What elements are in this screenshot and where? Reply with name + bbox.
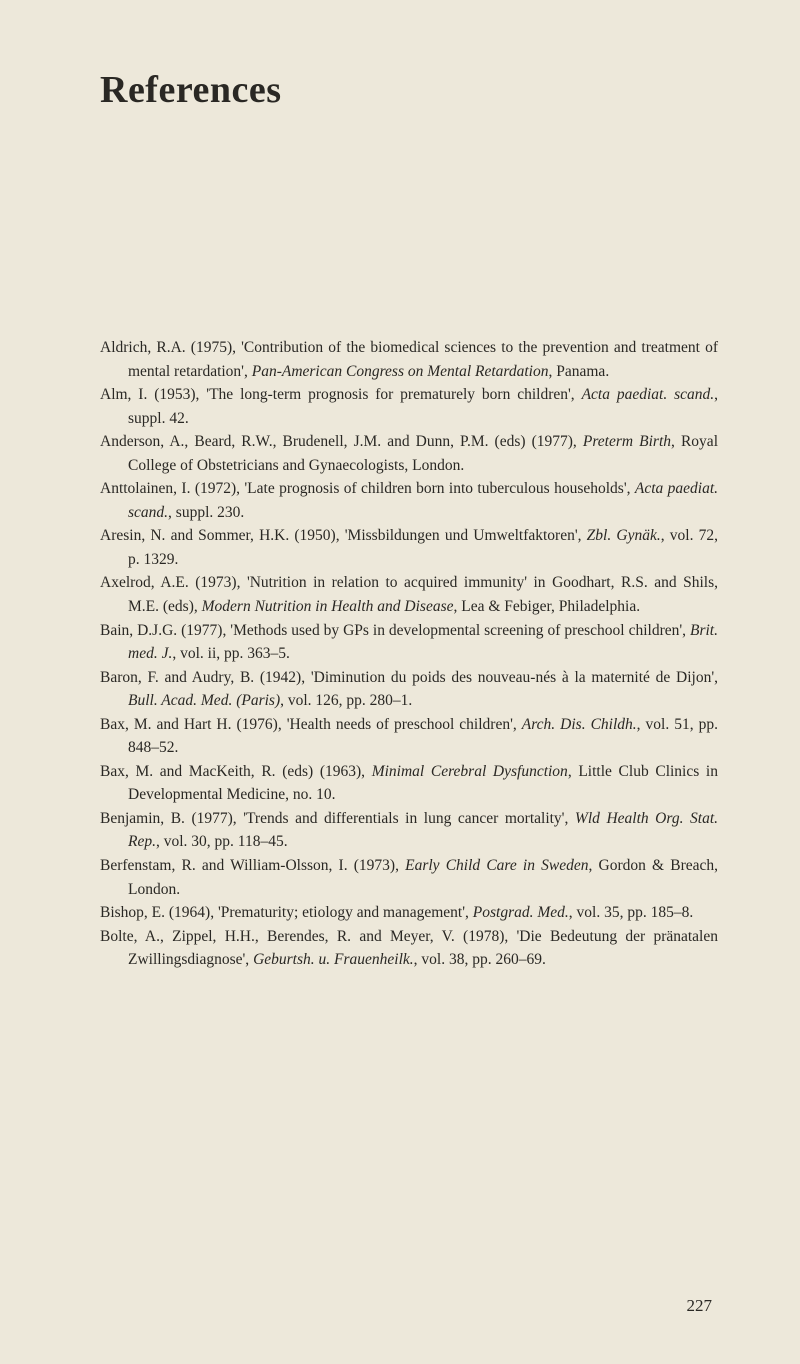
reference-entry: Axelrod, A.E. (1973), 'Nutrition in rela… bbox=[100, 571, 718, 618]
reference-entry: Benjamin, B. (1977), 'Trends and differe… bbox=[100, 807, 718, 854]
reference-entry: Aldrich, R.A. (1975), 'Contribution of t… bbox=[100, 336, 718, 383]
references-list: Aldrich, R.A. (1975), 'Contribution of t… bbox=[100, 336, 718, 972]
reference-entry: Aresin, N. and Sommer, H.K. (1950), 'Mis… bbox=[100, 524, 718, 571]
page-number: 227 bbox=[687, 1296, 713, 1316]
reference-entry: Baron, F. and Audry, B. (1942), 'Diminut… bbox=[100, 666, 718, 713]
reference-entry: Bax, M. and MacKeith, R. (eds) (1963), M… bbox=[100, 760, 718, 807]
page-title: References bbox=[100, 68, 718, 112]
reference-entry: Alm, I. (1953), 'The long-term prognosis… bbox=[100, 383, 718, 430]
reference-entry: Bax, M. and Hart H. (1976), 'Health need… bbox=[100, 713, 718, 760]
reference-entry: Berfenstam, R. and William-Olsson, I. (1… bbox=[100, 854, 718, 901]
reference-entry: Anttolainen, I. (1972), 'Late prognosis … bbox=[100, 477, 718, 524]
reference-entry: Bolte, A., Zippel, H.H., Berendes, R. an… bbox=[100, 925, 718, 972]
reference-entry: Anderson, A., Beard, R.W., Brudenell, J.… bbox=[100, 430, 718, 477]
reference-entry: Bain, D.J.G. (1977), 'Methods used by GP… bbox=[100, 619, 718, 666]
reference-entry: Bishop, E. (1964), 'Prematurity; etiolog… bbox=[100, 901, 718, 925]
